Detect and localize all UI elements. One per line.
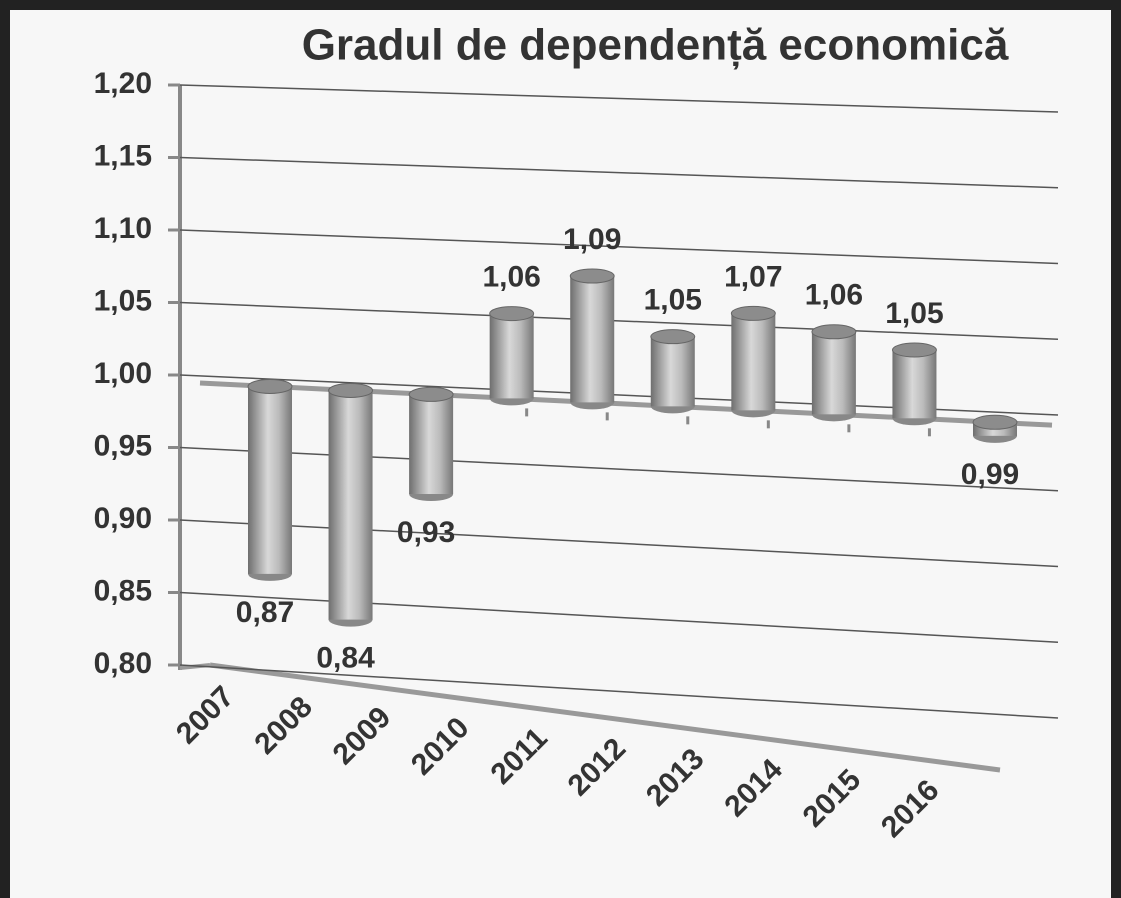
y-tick-label: 1,05 — [94, 284, 152, 317]
data-label: 1,05 — [885, 297, 943, 330]
chart-title: Gradul de dependență economică — [302, 21, 1009, 70]
data-label: 1,07 — [724, 260, 782, 293]
bar — [328, 390, 373, 620]
bar — [892, 350, 937, 419]
y-tick-label: 0,80 — [94, 647, 152, 680]
data-label: 1,06 — [482, 261, 540, 294]
bar-top — [891, 342, 937, 358]
bar — [811, 331, 856, 415]
data-label: 0,84 — [316, 642, 375, 675]
bar — [570, 276, 615, 403]
bar-top — [247, 378, 293, 394]
y-tick-label: 0,95 — [94, 429, 152, 462]
bar — [489, 313, 534, 399]
y-tick-label: 1,20 — [94, 67, 152, 100]
y-tick-label: 1,00 — [94, 357, 152, 390]
bar — [248, 386, 292, 574]
bar-top — [972, 414, 1018, 430]
y-tick-label: 0,85 — [94, 574, 152, 607]
data-label: 1,06 — [805, 279, 863, 312]
y-tick-label: 1,15 — [94, 139, 152, 172]
grid-line — [179, 519, 1059, 568]
grid-line — [179, 229, 1059, 265]
bar — [650, 336, 695, 407]
bar-top — [811, 324, 857, 340]
bar-top — [489, 306, 535, 322]
y-tick-label: 1,10 — [94, 212, 152, 245]
grid-line — [179, 301, 1059, 340]
data-label: 0,99 — [961, 458, 1019, 491]
bar — [409, 394, 454, 495]
grid-line — [179, 156, 1059, 189]
grid-line — [179, 664, 1059, 719]
bar-top — [569, 268, 615, 284]
bar-top — [408, 386, 454, 402]
data-label: 1,09 — [563, 223, 621, 256]
grid-line — [179, 591, 1059, 643]
data-label: 1,05 — [644, 284, 702, 317]
floor-edge — [209, 662, 1001, 773]
grid-line — [179, 84, 1059, 113]
y-tick-label: 0,90 — [94, 502, 152, 535]
bar — [731, 313, 776, 411]
data-label: 0,93 — [397, 516, 455, 549]
bar-top — [328, 382, 374, 398]
bar-top — [650, 329, 696, 345]
data-label: 0,87 — [236, 596, 294, 629]
grid-line — [179, 446, 1059, 492]
bar-top — [730, 305, 776, 321]
